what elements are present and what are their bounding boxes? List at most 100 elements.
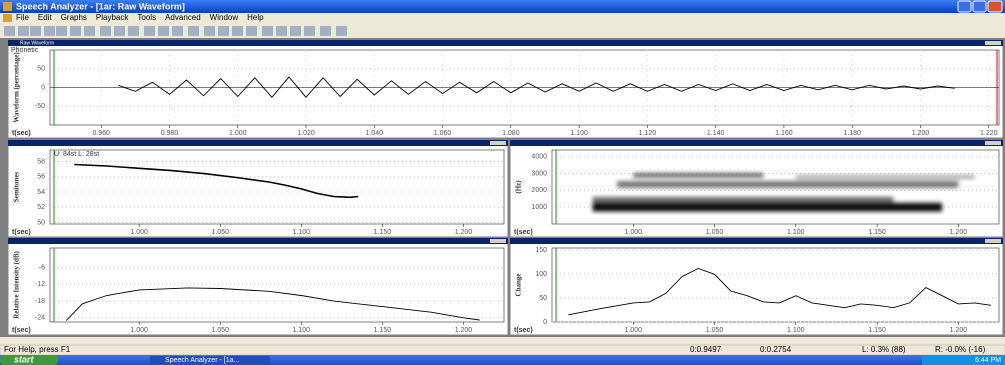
formant-band	[617, 181, 958, 188]
tool-button[interactable]	[144, 26, 155, 36]
start-label: start	[14, 354, 35, 364]
x-tick-label: 1.220	[980, 130, 998, 137]
maximize-button[interactable]	[973, 1, 986, 12]
tool-button[interactable]	[290, 26, 301, 36]
tool-button[interactable]	[128, 26, 139, 36]
y-tick-label: 50	[37, 219, 45, 226]
y-tick-label: 58	[37, 158, 45, 165]
x-tick-label: 1.040	[366, 130, 384, 137]
x-tick-label: 1.150	[868, 327, 886, 334]
close-button[interactable]	[988, 1, 1002, 12]
formant-band	[593, 197, 894, 202]
x-tick-label: 1.150	[374, 327, 392, 334]
x-tick-label: 1.000	[625, 229, 643, 236]
y-tick-label: 56	[37, 174, 45, 181]
tool-button[interactable]	[56, 26, 67, 36]
y-tick-label: 52	[37, 204, 45, 211]
menu-item[interactable]: Edit	[38, 13, 53, 22]
x-tick-label: 1.120	[639, 130, 657, 137]
x-tick-label: 1.140	[707, 130, 725, 137]
tool-button[interactable]	[4, 26, 15, 36]
x-tick-label: 1.200	[950, 229, 968, 236]
tool-button[interactable]	[188, 26, 199, 36]
annotation: U: 84st L: 28st	[54, 151, 99, 158]
annotation: Phonetic	[11, 47, 39, 54]
y-tick-label: 2000	[531, 187, 547, 194]
tool-button[interactable]	[100, 26, 111, 36]
y-tick-label: -24	[35, 315, 45, 322]
x-tick-label: 1.100	[293, 327, 311, 334]
x-tick-label: 1.100	[787, 229, 805, 236]
y-axis-label: Semitones	[13, 172, 21, 203]
x-tick-label: 1.080	[502, 130, 520, 137]
y-tick-label: -18	[35, 298, 45, 305]
x-tick-label: 1.200	[455, 327, 473, 334]
tool-button[interactable]	[204, 26, 215, 36]
y-tick-label: 50	[37, 66, 45, 73]
clock: 6:44 PM	[975, 357, 1001, 364]
x-tick-label: 1.160	[775, 130, 793, 137]
x-tick-label: 1.200	[912, 130, 930, 137]
panel-controls	[490, 239, 506, 243]
panel-title: Raw Waveform	[20, 40, 54, 46]
minimize-button[interactable]	[958, 1, 971, 12]
x-tick-label: 1.200	[950, 327, 968, 334]
status-bar	[0, 345, 1005, 355]
x-tick-label: 1.150	[374, 229, 392, 236]
tool-button[interactable]	[218, 26, 229, 36]
status-position: 0:0.9497	[690, 345, 722, 354]
tool-button[interactable]	[30, 26, 41, 36]
tool-button[interactable]	[246, 26, 257, 36]
x-tick-label: 1.050	[706, 327, 724, 334]
x-tick-label: 1.060	[434, 130, 452, 137]
panel-controls	[985, 239, 1001, 243]
menu-icon	[3, 14, 12, 22]
menu-item[interactable]: Playback	[96, 13, 129, 22]
menu-item[interactable]: Window	[210, 13, 239, 22]
y-axis-label: Waveform (percentage)	[13, 52, 21, 123]
tool-button[interactable]	[114, 26, 125, 36]
x-tick-label: 1.150	[868, 229, 886, 236]
x-tick-label: 1.000	[130, 229, 148, 236]
y-tick-label: 100	[535, 271, 547, 278]
app-icon	[3, 2, 12, 11]
scrollbar[interactable]	[0, 337, 1005, 345]
formant-band	[633, 173, 763, 178]
y-tick-label: -6	[39, 264, 45, 271]
status-help: For Help, press F1	[4, 345, 71, 354]
screen: Speech Analyzer - [1ar: Raw Waveform] Fo…	[0, 0, 1005, 365]
tool-button[interactable]	[262, 26, 273, 36]
panel-controls	[985, 141, 1001, 145]
tool-button[interactable]	[44, 26, 55, 36]
tool-button[interactable]	[158, 26, 169, 36]
x-tick-label: 1.000	[130, 327, 148, 334]
x-axis-label: t(sec)	[12, 130, 31, 137]
x-tick-label: 1.050	[211, 327, 229, 334]
x-tick-label: 0.960	[92, 130, 110, 137]
tool-button[interactable]	[304, 26, 315, 36]
x-axis-label: t(sec)	[514, 327, 533, 334]
menu-item[interactable]: Help	[247, 13, 264, 22]
y-axis-label: (Hz)	[515, 180, 523, 194]
tool-button[interactable]	[232, 26, 243, 36]
tool-button[interactable]	[84, 26, 95, 36]
tool-button[interactable]	[70, 26, 81, 36]
y-tick-label: 0	[41, 84, 45, 91]
tool-button[interactable]	[276, 26, 287, 36]
menu-item[interactable]: Advanced	[165, 13, 201, 22]
tool-button[interactable]	[18, 26, 29, 36]
menu-item[interactable]: Tools	[137, 13, 156, 22]
menu-item[interactable]: File	[16, 13, 29, 22]
tool-button[interactable]	[172, 26, 183, 36]
y-tick-label: 3000	[531, 170, 547, 177]
x-axis-label: t(sec)	[514, 229, 533, 236]
tool-button[interactable]	[336, 26, 347, 36]
x-tick-label: 1.100	[293, 229, 311, 236]
x-tick-label: 0.980	[161, 130, 179, 137]
plot-area	[50, 248, 504, 322]
tool-button[interactable]	[320, 26, 331, 36]
menu-item[interactable]: Graphs	[61, 13, 87, 22]
y-tick-label: 50	[539, 295, 547, 302]
panel-header	[8, 140, 508, 146]
y-tick-label: -12	[35, 281, 45, 288]
